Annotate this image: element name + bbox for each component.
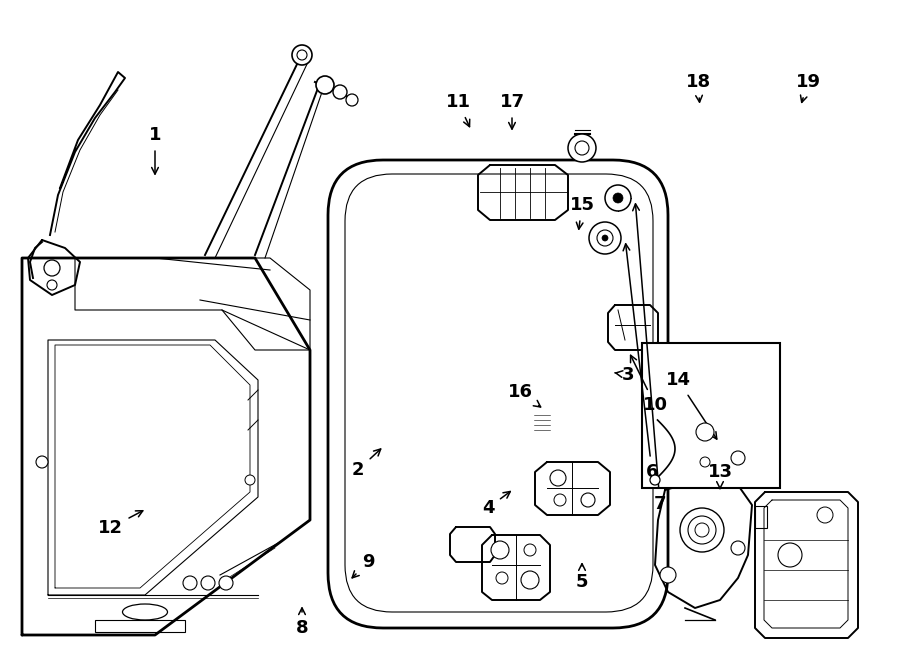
Circle shape <box>680 508 724 552</box>
Circle shape <box>47 280 57 290</box>
Bar <box>95 620 185 632</box>
Text: 9: 9 <box>352 553 374 578</box>
Ellipse shape <box>461 536 483 552</box>
Circle shape <box>778 543 802 567</box>
Circle shape <box>575 141 589 155</box>
FancyBboxPatch shape <box>328 160 668 628</box>
Circle shape <box>695 523 709 537</box>
Circle shape <box>688 516 716 544</box>
Text: 7: 7 <box>633 204 666 513</box>
Bar <box>755 506 767 528</box>
Text: 17: 17 <box>500 93 525 129</box>
Text: 2: 2 <box>352 449 381 479</box>
Circle shape <box>44 260 60 276</box>
Bar <box>530 400 554 408</box>
Text: 1: 1 <box>148 126 161 174</box>
Text: 14: 14 <box>665 371 716 439</box>
Text: 5: 5 <box>576 564 589 591</box>
Text: 8: 8 <box>296 608 309 637</box>
Circle shape <box>700 457 710 467</box>
Text: 19: 19 <box>796 73 821 102</box>
Text: 10: 10 <box>631 355 668 414</box>
Circle shape <box>581 493 595 507</box>
Circle shape <box>568 134 596 162</box>
Circle shape <box>696 423 714 441</box>
Circle shape <box>650 475 660 485</box>
Circle shape <box>491 541 509 559</box>
Circle shape <box>333 85 347 99</box>
Circle shape <box>297 50 307 60</box>
Circle shape <box>554 494 566 506</box>
Circle shape <box>605 185 631 211</box>
Ellipse shape <box>122 604 167 620</box>
Text: 6: 6 <box>623 244 658 481</box>
Text: 18: 18 <box>686 73 711 102</box>
Circle shape <box>245 475 255 485</box>
Circle shape <box>219 576 233 590</box>
Circle shape <box>316 76 334 94</box>
Circle shape <box>201 576 215 590</box>
Circle shape <box>346 94 358 106</box>
Circle shape <box>817 507 833 523</box>
Circle shape <box>496 572 508 584</box>
Text: 15: 15 <box>570 196 595 229</box>
Circle shape <box>524 544 536 556</box>
Text: 16: 16 <box>508 383 541 407</box>
Circle shape <box>597 230 613 246</box>
Text: 3: 3 <box>615 366 634 384</box>
Circle shape <box>292 45 312 65</box>
Circle shape <box>550 470 566 486</box>
Bar <box>534 405 550 433</box>
Circle shape <box>731 541 745 555</box>
Circle shape <box>36 456 48 468</box>
Circle shape <box>613 193 623 203</box>
Circle shape <box>660 567 676 583</box>
Circle shape <box>731 451 745 465</box>
Circle shape <box>183 576 197 590</box>
Text: 4: 4 <box>482 492 510 517</box>
FancyBboxPatch shape <box>345 174 653 612</box>
Circle shape <box>589 222 621 254</box>
Circle shape <box>521 571 539 589</box>
Text: 12: 12 <box>97 511 143 537</box>
Ellipse shape <box>574 362 609 382</box>
Text: 13: 13 <box>707 463 733 488</box>
Text: 11: 11 <box>446 93 471 127</box>
Bar <box>642 343 780 488</box>
Ellipse shape <box>583 367 601 377</box>
Circle shape <box>602 235 608 241</box>
